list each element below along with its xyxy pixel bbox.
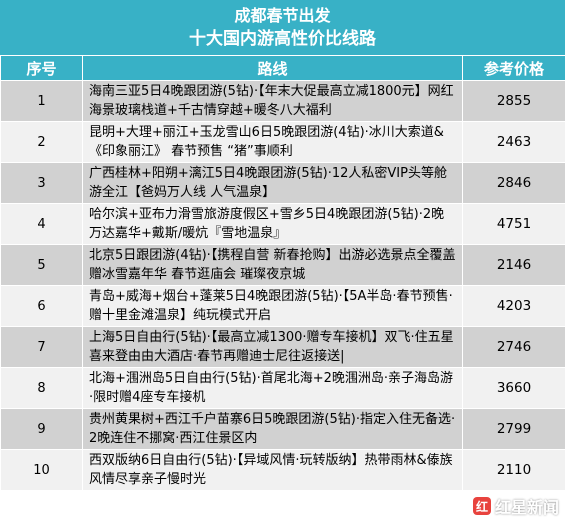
row-price: 4751: [462, 203, 565, 245]
row-price: 4203: [462, 285, 565, 327]
table-header-row: 序号 路线 参考价格: [0, 55, 565, 81]
row-route: 西双版纳6日自由行(5钻)·【异域风情·玩转版纳】热带雨林&傣族风情尽享亲子慢时…: [82, 449, 463, 491]
title-block: 成都春节出发 十大国内游高性价比线路: [0, 0, 565, 55]
row-price: 2799: [462, 408, 565, 450]
row-index: 3: [0, 162, 83, 204]
watermark-logo-icon: 红: [472, 497, 491, 515]
table-row: 3 广西桂林+阳朔+漓江5日4晚跟团游(5钻)·12人私密VIP头等舱游全江【爸妈…: [0, 162, 565, 204]
header-route: 路线: [82, 55, 463, 81]
header-index: 序号: [0, 55, 83, 81]
title-line-2: 十大国内游高性价比线路: [189, 28, 376, 49]
table-row: 2 昆明+大理+丽江+玉龙雪山6日5晚跟团游(4钻)·冰川大索道&《印象丽江》 春…: [0, 121, 565, 163]
row-price: 2146: [462, 244, 565, 286]
row-route: 贵州黄果树+西江千户苗寨6日5晚跟团游(5钻)·指定入住无备选·2晚连住不挪窝·…: [82, 408, 463, 450]
table-row: 4 哈尔滨+亚布力滑雪旅游度假区+雪乡5日4晚跟团游(5钻)·2晚万达嘉华+戴斯/…: [0, 203, 565, 245]
row-route: 北京5日跟团游(4钻)·【携程自营 新春抢购】出游必选景点全覆盖 赠冰雪嘉年华 …: [82, 244, 463, 286]
route-table: 序号 路线 参考价格 1 海南三亚5日4晚跟团游(5钻)·【年末大促最高立减180…: [0, 55, 565, 491]
row-route: 海南三亚5日4晚跟团游(5钻)·【年末大促最高立减1800元】网红海景玻璃栈道+…: [82, 80, 463, 122]
row-index: 2: [0, 121, 83, 163]
title-line-1: 成都春节出发: [234, 5, 331, 25]
watermark: 红 红星新闻: [472, 494, 559, 518]
row-route: 哈尔滨+亚布力滑雪旅游度假区+雪乡5日4晚跟团游(5钻)·2晚万达嘉华+戴斯/暖…: [82, 203, 463, 245]
table-row: 7 上海5日自由行(5钻)·【最高立减1300·赠专车接机】双飞·住五星喜来登由由…: [0, 326, 565, 368]
row-index: 5: [0, 244, 83, 286]
table-row: 1 海南三亚5日4晚跟团游(5钻)·【年末大促最高立减1800元】网红海景玻璃栈道…: [0, 80, 565, 122]
row-price: 2855: [462, 80, 565, 122]
row-route: 上海5日自由行(5钻)·【最高立减1300·赠专车接机】双飞·住五星喜来登由由大…: [82, 326, 463, 368]
row-index: 6: [0, 285, 83, 327]
row-price: 2746: [462, 326, 565, 368]
table-body: 1 海南三亚5日4晚跟团游(5钻)·【年末大促最高立减1800元】网红海景玻璃栈道…: [0, 80, 565, 491]
row-index: 8: [0, 367, 83, 409]
row-price: 2846: [462, 162, 565, 204]
row-index: 9: [0, 408, 83, 450]
table-row: 10 西双版纳6日自由行(5钻)·【异域风情·玩转版纳】热带雨林&傣族风情尽享亲子…: [0, 449, 565, 491]
row-price: 2463: [462, 121, 565, 163]
row-route: 北海+涠洲岛5日自由行(5钻)·首尾北海+2晚涠洲岛·亲子海岛游·限时赠4座专车…: [82, 367, 463, 409]
watermark-text: 红星新闻: [494, 498, 559, 517]
row-route: 昆明+大理+丽江+玉龙雪山6日5晚跟团游(4钻)·冰川大索道&《印象丽江》 春节…: [82, 121, 463, 163]
row-route: 广西桂林+阳朔+漓江5日4晚跟团游(5钻)·12人私密VIP头等舱游全江【爸妈万…: [82, 162, 463, 204]
row-route: 青岛+威海+烟台+蓬莱5日4晚跟团游(5钻)·【5A半岛·春节预售·赠十里金滩温…: [82, 285, 463, 327]
row-index: 1: [0, 80, 83, 122]
table-row: 5 北京5日跟团游(4钻)·【携程自营 新春抢购】出游必选景点全覆盖 赠冰雪嘉年华…: [0, 244, 565, 286]
table-row: 9 贵州黄果树+西江千户苗寨6日5晚跟团游(5钻)·指定入住无备选·2晚连住不挪窝…: [0, 408, 565, 450]
row-index: 7: [0, 326, 83, 368]
row-price: 3660: [462, 367, 565, 409]
header-price: 参考价格: [462, 55, 565, 81]
row-index: 10: [0, 449, 83, 491]
row-index: 4: [0, 203, 83, 245]
table-row: 8 北海+涠洲岛5日自由行(5钻)·首尾北海+2晚涠洲岛·亲子海岛游·限时赠4座专…: [0, 367, 565, 409]
table-row: 6 青岛+威海+烟台+蓬莱5日4晚跟团游(5钻)·【5A半岛·春节预售·赠十里金滩…: [0, 285, 565, 327]
row-price: 2110: [462, 449, 565, 491]
